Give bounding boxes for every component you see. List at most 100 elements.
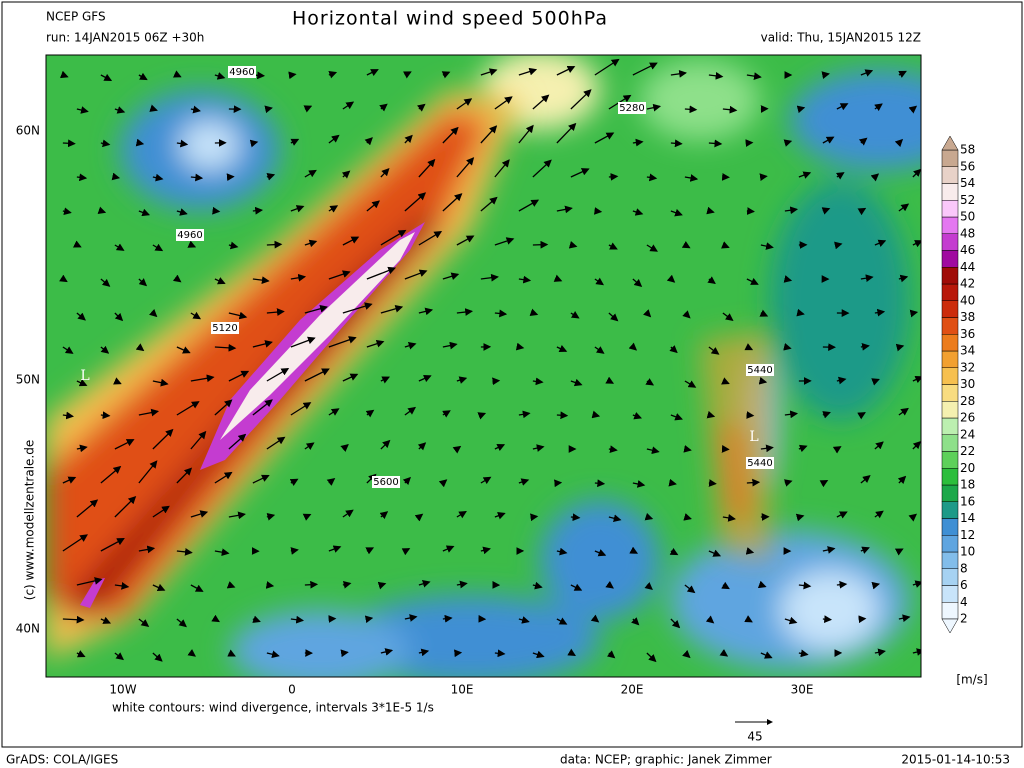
- colorbar-label: 22: [960, 444, 975, 458]
- wind-arrow: [328, 270, 351, 280]
- wind-arrow: [912, 375, 921, 384]
- wind-arrow: [328, 205, 339, 213]
- wind-arrow: [152, 428, 174, 450]
- wind-arrow: [442, 272, 460, 281]
- contour-label: 5120: [212, 323, 237, 334]
- wind-arrow: [608, 445, 618, 454]
- colorbar-box: [941, 350, 959, 368]
- lat-label: 60N: [16, 124, 40, 138]
- wind-arrow: [62, 476, 77, 484]
- colorbar-box: [941, 216, 959, 234]
- wind-arrow: [908, 513, 918, 522]
- wind-arrow: [515, 342, 525, 351]
- wind-arrow: [594, 549, 607, 557]
- wind-arrow: [366, 473, 377, 484]
- wind-arrow: [252, 206, 264, 215]
- wind-arrow: [760, 242, 774, 250]
- wind-arrow: [681, 241, 691, 249]
- wind-arrow: [912, 240, 921, 248]
- wind-arrow: [532, 377, 544, 386]
- wind-arrow: [328, 134, 340, 144]
- wind-arrow: [819, 480, 829, 488]
- wind-arrow: [706, 410, 716, 419]
- wind-arrow: [100, 411, 111, 420]
- wind-arrow: [746, 478, 761, 487]
- wind-arrow: [798, 171, 812, 179]
- wind-arrow: [912, 441, 921, 450]
- wind-arrow: [480, 273, 499, 282]
- wind-arrow: [783, 275, 793, 283]
- wind-arrow: [860, 546, 870, 554]
- wind-arrow: [860, 274, 874, 283]
- wind-arrow: [442, 193, 463, 212]
- wind-arrow: [377, 581, 387, 590]
- wind-arrow: [632, 208, 644, 216]
- wind-arrow: [874, 648, 886, 657]
- wind-arrow: [684, 174, 699, 182]
- wind-arrow: [176, 547, 193, 556]
- wind-arrow: [746, 411, 755, 419]
- wind-arrow: [340, 649, 349, 658]
- wind-arrow: [290, 138, 300, 146]
- wind-arrow: [62, 615, 85, 624]
- wind-arrow: [76, 650, 86, 658]
- wind-arrow: [418, 648, 430, 657]
- lon-label: 10E: [451, 683, 474, 697]
- wind-arrow: [404, 134, 413, 144]
- wind-arrow: [176, 346, 191, 354]
- wind-arrow: [909, 309, 919, 318]
- wind-arrow: [190, 311, 202, 320]
- wind-arrow: [59, 274, 68, 283]
- contour-label: 5600: [373, 477, 398, 488]
- wind-arrow: [227, 649, 236, 657]
- wind-arrow: [532, 159, 552, 178]
- colorbar-label: 30: [960, 377, 975, 391]
- wind-arrow: [518, 616, 530, 624]
- colorbar-label: 34: [960, 344, 975, 358]
- wind-arrow: [190, 173, 204, 182]
- wind-arrow: [252, 276, 270, 285]
- wind-arrow: [874, 103, 883, 112]
- wind-arrow: [608, 312, 619, 322]
- wind-arrow: [100, 345, 110, 354]
- colorbar-tip: [941, 618, 959, 634]
- wind-arrow: [228, 370, 250, 382]
- wind-arrow: [798, 649, 809, 658]
- colorbar-box: [941, 267, 959, 285]
- wind-arrow: [214, 72, 226, 80]
- wind-arrow: [494, 96, 513, 110]
- wind-arrow: [100, 465, 122, 484]
- wind-arrow: [898, 614, 911, 623]
- wind-arrow: [190, 510, 209, 518]
- colorbar-box: [941, 551, 959, 569]
- wind-arrow: [135, 138, 145, 147]
- wind-arrow: [759, 173, 768, 181]
- wind-arrow: [328, 545, 342, 553]
- wind-arrow: [646, 173, 658, 182]
- wind-arrow: [670, 618, 681, 629]
- wind-arrow: [708, 71, 724, 80]
- wind-arrow: [326, 478, 336, 486]
- wind-arrow: [417, 442, 427, 451]
- wind-arrow: [114, 439, 135, 450]
- wind-arrow: [646, 103, 662, 112]
- wind-arrow: [796, 308, 805, 317]
- colorbar-label: 4: [960, 595, 968, 609]
- wind-arrow: [249, 139, 259, 148]
- wind-arrow: [401, 548, 411, 556]
- wind-arrow: [494, 649, 506, 658]
- wind-arrow: [719, 648, 729, 657]
- wind-arrow: [114, 582, 130, 590]
- wind-arrow: [214, 277, 226, 285]
- wind-arrow: [228, 433, 247, 450]
- wind-arrow: [364, 615, 374, 624]
- wind-arrow: [518, 410, 531, 419]
- wind-arrow: [684, 584, 696, 594]
- wind-arrow: [594, 346, 605, 354]
- wind-arrow: [342, 509, 354, 518]
- wind-arrow: [341, 170, 351, 179]
- wind-arrow: [114, 496, 137, 518]
- colorbar-box: [941, 367, 959, 385]
- wind-arrow: [304, 368, 330, 382]
- wind-arrow: [442, 545, 455, 553]
